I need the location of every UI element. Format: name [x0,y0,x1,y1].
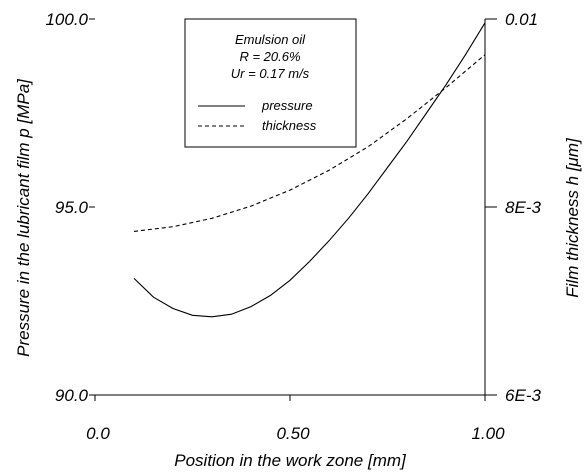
series-line-pressure [133,22,486,318]
x-tick-label: 0.50 [276,424,310,443]
left-y-axis-label: Pressure in the lubricant film p [MPa] [14,78,33,357]
left-y-tick-label: 95.0 [55,198,89,217]
right-y-tick-label: 8E-3 [505,198,541,217]
legend-entry-thickness: thickness [262,118,317,133]
legend-entry-pressure: pressure [261,98,313,113]
right-y-tick-label: 0.01 [505,10,538,29]
left-y-tick-label: 100.0 [45,10,88,29]
legend-title-line: Emulsion oil [235,32,306,47]
right-y-axis-label: Film thickness h [μm] [563,137,582,298]
x-tick-label: 0.0 [86,424,110,443]
series-line-thickness [133,54,486,232]
x-axis-label: Position in the work zone [mm] [174,451,407,470]
x-tick-label: 1.00 [471,424,505,443]
right-y-tick-label: 6E-3 [505,386,541,405]
legend-title-line: Ur = 0.17 m/s [231,66,310,81]
legend-title-line: R = 20.6% [239,49,300,64]
left-y-tick-label: 90.0 [55,386,89,405]
